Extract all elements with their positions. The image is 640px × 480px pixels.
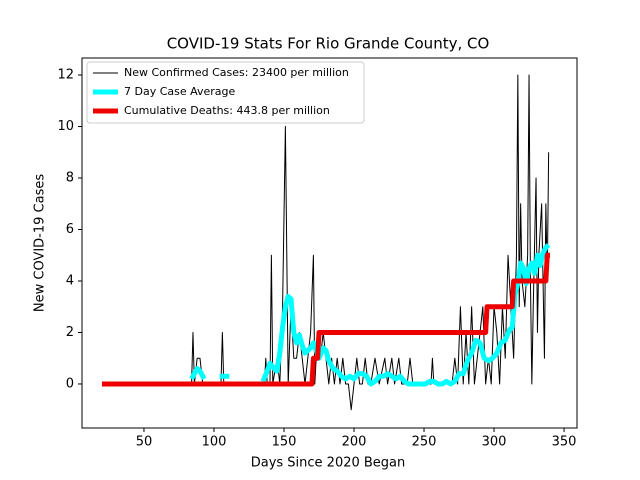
series-line — [189, 366, 207, 381]
x-axis-label: Days Since 2020 Began — [251, 456, 406, 471]
series-line — [101, 252, 551, 387]
series-line — [260, 243, 551, 387]
y-tick-label: 12 — [57, 67, 74, 82]
x-tick-label: 50 — [136, 435, 153, 450]
legend: New Confirmed Cases: 23400 per million 7 … — [86, 61, 365, 124]
x-tick-label: 250 — [412, 435, 437, 450]
series-line — [191, 74, 550, 411]
x-tick-label: 350 — [552, 435, 577, 450]
chart-title: COVID-19 Stats For Rio Grande County, CO — [167, 35, 490, 53]
legend-label: New Confirmed Cases: 23400 per million — [124, 66, 349, 79]
x-tick-label: 100 — [202, 435, 227, 450]
x-tick-label: 200 — [342, 435, 367, 450]
x-tick-label: 150 — [272, 435, 297, 450]
y-tick-label: 10 — [57, 119, 74, 134]
y-tick-label: 0 — [66, 376, 74, 391]
y-axis-label: New COVID-19 Cases — [33, 174, 48, 312]
y-tick-label: 6 — [66, 222, 74, 237]
y-tick-label: 4 — [66, 273, 74, 288]
legend-box — [86, 61, 365, 124]
y-tick-label: 2 — [66, 325, 74, 340]
legend-label: 7 Day Case Average — [124, 85, 236, 98]
plot-frame — [81, 57, 578, 429]
legend-label: Cumulative Deaths: 443.8 per million — [124, 104, 330, 117]
x-tick-label: 300 — [482, 435, 507, 450]
y-tick-label: 8 — [66, 170, 74, 185]
